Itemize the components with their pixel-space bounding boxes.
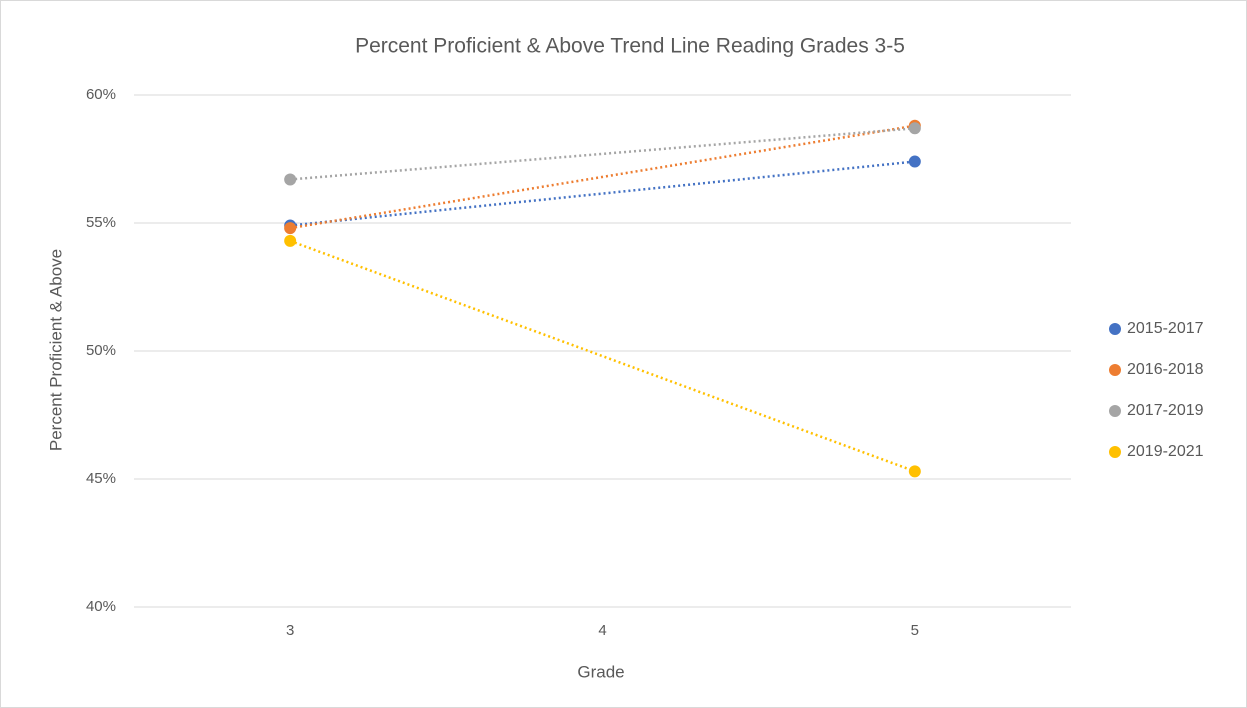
legend-label: 2019-2021 xyxy=(1127,443,1204,460)
series-line xyxy=(289,124,916,230)
series-line xyxy=(289,239,916,473)
x-axis-title: Grade xyxy=(577,662,624,681)
data-point xyxy=(908,465,921,478)
legend-marker xyxy=(1109,446,1121,458)
legend-marker xyxy=(1109,405,1121,417)
data-point xyxy=(284,222,297,235)
y-tick-label: 55% xyxy=(86,214,116,231)
y-tick-label: 50% xyxy=(86,342,116,359)
y-tick-label: 45% xyxy=(86,470,116,487)
legend-label: 2017-2019 xyxy=(1127,402,1204,419)
x-tick-label: 5 xyxy=(911,622,919,639)
data-point xyxy=(908,155,921,168)
legend-marker xyxy=(1109,364,1121,376)
data-point xyxy=(908,122,921,135)
x-tick-label: 4 xyxy=(598,622,606,639)
legend-label: 2015-2017 xyxy=(1127,320,1204,337)
legend-label: 2016-2018 xyxy=(1127,361,1204,378)
x-tick-label: 3 xyxy=(286,622,294,639)
chart-title: Percent Proficient & Above Trend Line Re… xyxy=(355,35,905,58)
data-point xyxy=(284,173,297,186)
y-axis-title: Percent Proficient & Above xyxy=(46,249,65,451)
data-point xyxy=(284,234,297,247)
legend-marker xyxy=(1109,323,1121,335)
y-tick-label: 60% xyxy=(86,86,116,103)
y-tick-label: 40% xyxy=(86,598,116,615)
